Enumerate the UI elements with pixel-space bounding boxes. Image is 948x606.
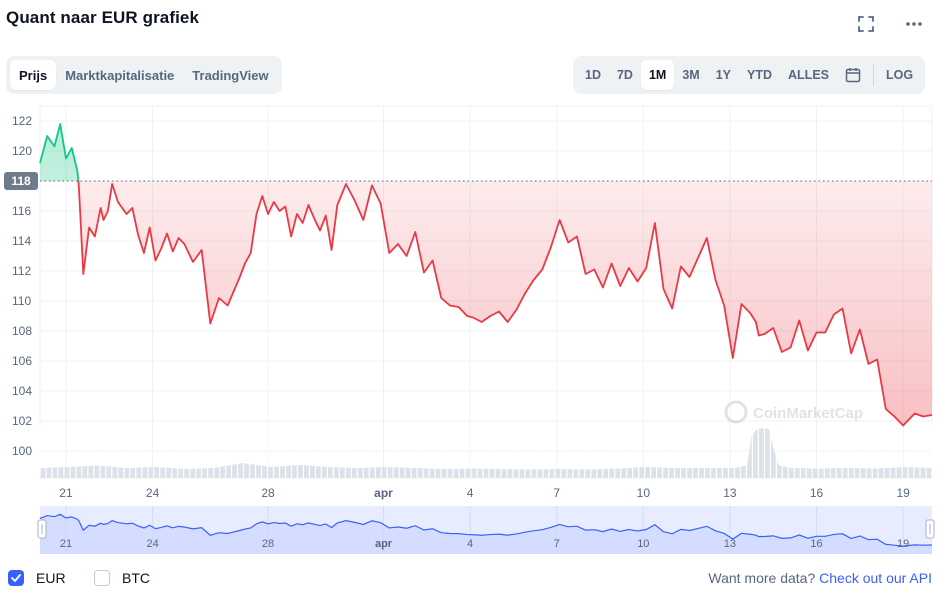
x-tick-label: 24 bbox=[146, 486, 160, 500]
api-text: Want more data? bbox=[708, 570, 816, 586]
range-3m[interactable]: 3M bbox=[682, 68, 700, 82]
page-title: Quant naar EUR grafiek bbox=[6, 8, 200, 27]
tab-marktkapitalisatie[interactable]: Marktkapitalisatie bbox=[65, 67, 175, 83]
navigator-tick-label: 13 bbox=[724, 538, 736, 550]
calendar-icon[interactable] bbox=[837, 60, 869, 90]
baseline-label: 118 bbox=[11, 174, 31, 188]
navigator-tick-label: 7 bbox=[554, 538, 560, 550]
navigator-tick-label: 19 bbox=[897, 538, 909, 550]
legend-btc-label: BTC bbox=[122, 570, 150, 586]
tab-divider bbox=[873, 64, 874, 86]
range-tabs: 1D 7D 1M 3M 1Y YTD ALLES LOG bbox=[573, 56, 926, 94]
baseline-badge bbox=[4, 172, 38, 190]
area-down bbox=[40, 181, 932, 426]
log-toggle[interactable]: LOG bbox=[886, 68, 914, 82]
navigator-tick-label: 24 bbox=[146, 538, 158, 550]
range-7d[interactable]: 7D bbox=[616, 68, 633, 82]
range-1d[interactable]: 1D bbox=[585, 68, 601, 82]
y-tick-label: 100 bbox=[12, 444, 32, 458]
x-tick-label: 10 bbox=[637, 486, 651, 500]
view-tabs: Prijs Marktkapitalisatie TradingView bbox=[6, 56, 282, 94]
navigator-tick-label: 21 bbox=[60, 538, 72, 550]
y-tick-label: 102 bbox=[12, 414, 32, 428]
navigator-tick-label: 10 bbox=[637, 538, 649, 550]
tab-prijs[interactable]: Prijs bbox=[10, 60, 57, 90]
y-tick-label: 110 bbox=[12, 294, 31, 308]
range-alles[interactable]: ALLES bbox=[788, 68, 829, 82]
navigator-line bbox=[39, 513, 933, 547]
y-tick-label: 104 bbox=[12, 384, 32, 398]
price-line-down bbox=[77, 181, 933, 427]
legend-eur-label: EUR bbox=[36, 570, 66, 586]
x-tick-label: 19 bbox=[896, 486, 910, 500]
x-tick-label: 21 bbox=[59, 486, 73, 500]
price-chart[interactable]: 100102104106108110112114116120122118Coin… bbox=[0, 96, 948, 566]
x-tick-label: 16 bbox=[810, 486, 824, 500]
check-icon bbox=[11, 574, 21, 582]
navigator-area bbox=[40, 514, 932, 554]
legend-eur[interactable]: EUR bbox=[8, 568, 66, 588]
navigator-tick-label: 28 bbox=[262, 538, 274, 550]
x-tick-label: 7 bbox=[553, 486, 560, 500]
fullscreen-icon[interactable] bbox=[856, 14, 876, 34]
tab-tradingview[interactable]: TradingView bbox=[192, 67, 269, 83]
legend-btc[interactable]: BTC bbox=[94, 568, 150, 588]
y-tick-label: 122 bbox=[12, 114, 32, 128]
y-tick-label: 106 bbox=[12, 354, 32, 368]
navigator-tick-label: 4 bbox=[467, 538, 473, 550]
x-tick-label: 13 bbox=[723, 486, 737, 500]
y-tick-label: 116 bbox=[12, 204, 31, 218]
range-1y[interactable]: 1Y bbox=[715, 68, 732, 82]
api-promo: Want more data? Check out our API bbox=[708, 570, 932, 586]
y-tick-label: 112 bbox=[12, 264, 31, 278]
more-horizontal-icon[interactable] bbox=[904, 14, 924, 34]
x-tick-label: 28 bbox=[261, 486, 275, 500]
watermark: CoinMarketCap bbox=[724, 400, 863, 424]
range-1m[interactable]: 1M bbox=[640, 60, 675, 90]
x-tick-label: apr bbox=[374, 486, 393, 500]
x-tick-label: 4 bbox=[467, 486, 474, 500]
navigator-tick-label: 16 bbox=[810, 538, 822, 550]
volume-area bbox=[40, 428, 932, 478]
watermark-text: CoinMarketCap bbox=[753, 405, 863, 422]
coinmarketcap-logo-icon bbox=[724, 400, 748, 424]
y-tick-label: 120 bbox=[12, 144, 32, 158]
y-tick-label: 114 bbox=[12, 234, 31, 248]
y-tick-label: 108 bbox=[12, 324, 32, 338]
btc-checkbox[interactable] bbox=[94, 570, 110, 586]
range-ytd[interactable]: YTD bbox=[747, 68, 773, 82]
navigator-tick-label: apr bbox=[375, 538, 393, 550]
eur-checkbox[interactable] bbox=[8, 570, 24, 586]
api-link[interactable]: Check out our API bbox=[819, 570, 932, 586]
